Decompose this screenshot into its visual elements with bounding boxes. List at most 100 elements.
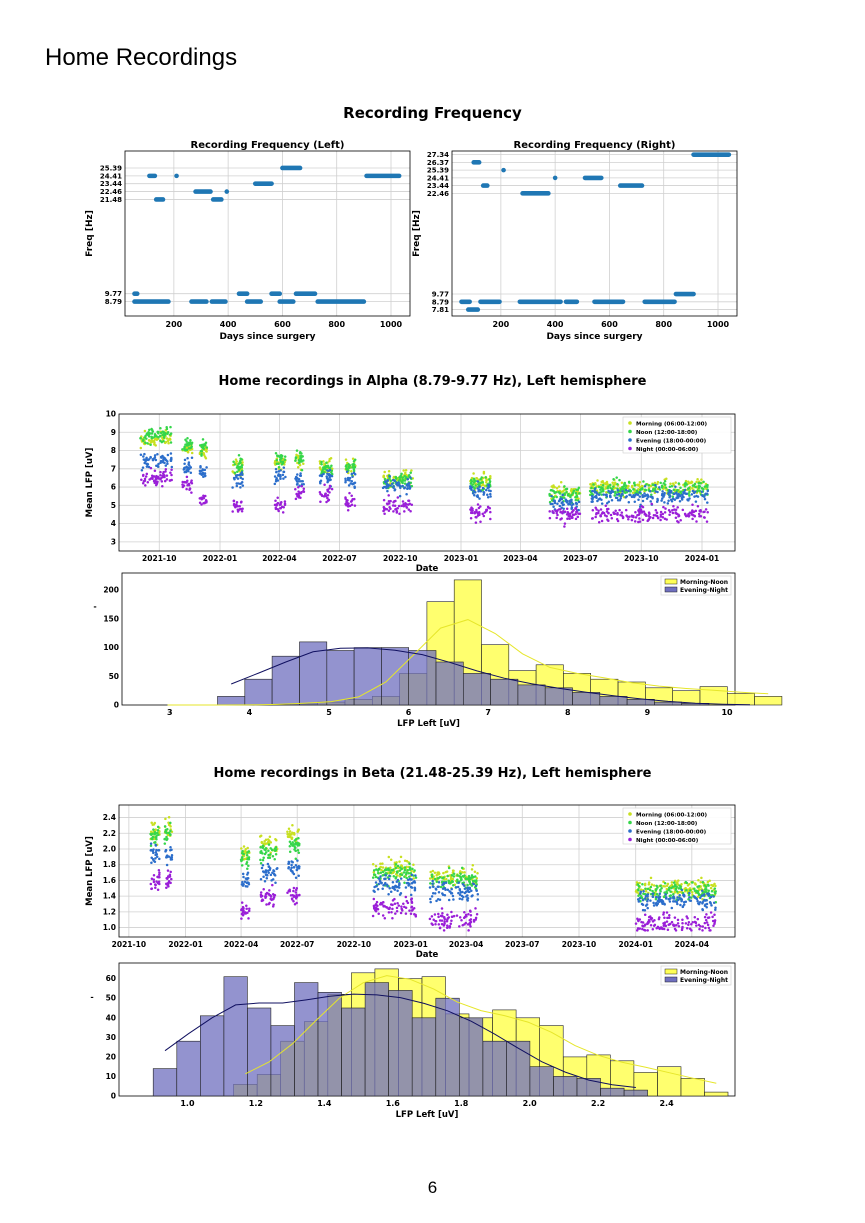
scatter-point [592, 483, 595, 486]
scatter-point [706, 483, 709, 487]
scatter-point [428, 917, 432, 921]
scatter-point [641, 883, 644, 886]
scatter-point [267, 865, 271, 868]
scatter-point [274, 848, 278, 852]
scatter-point [259, 877, 263, 881]
scatter-point [489, 474, 492, 478]
scatter-point [650, 502, 653, 506]
scatter-point [385, 507, 389, 511]
scatter-point [647, 518, 650, 522]
scatter-point [647, 881, 651, 884]
scatter-point [575, 495, 579, 499]
scatter-point [409, 885, 413, 889]
scatter-point [271, 905, 275, 908]
scatter-point [433, 871, 437, 874]
scatter-point [380, 868, 383, 872]
scatter-point [245, 854, 249, 857]
scatter-point [203, 501, 206, 505]
scatter-point [471, 864, 475, 867]
scatter-point [651, 927, 655, 931]
scatter-point [156, 831, 159, 835]
freq-point [224, 189, 230, 194]
scatter-point [319, 467, 322, 471]
scatter-point [245, 862, 248, 866]
scatter-point [597, 511, 600, 515]
scatter-point [706, 916, 710, 920]
scatter-point [682, 491, 686, 495]
scatter-point [169, 833, 172, 836]
scatter-point [624, 488, 628, 492]
scatter-point [148, 478, 151, 481]
scatter-point [670, 881, 674, 884]
scatter-point [627, 484, 630, 488]
scatter-point [403, 881, 406, 884]
scatter-point [446, 874, 449, 878]
scatter-point [696, 885, 699, 888]
scatter-point [246, 871, 250, 875]
scatter-point [481, 486, 485, 490]
scatter-point [290, 898, 294, 901]
scatter-point [709, 929, 712, 932]
scatter-point [184, 443, 187, 446]
scatter-point [565, 487, 569, 491]
y-tick-label: 21.48 [100, 196, 122, 204]
scatter-point [596, 479, 599, 482]
scatter-point [372, 904, 376, 908]
scatter-point [671, 511, 675, 515]
scatter-point [676, 918, 680, 922]
legend-label: Noon (12:00-18:00) [636, 821, 698, 827]
scatter-point [329, 466, 332, 470]
scatter-point [205, 466, 208, 469]
scatter-point [682, 903, 686, 906]
scatter-point [672, 881, 676, 884]
y-tick-label: 8.79 [105, 298, 122, 306]
scatter-point [385, 883, 389, 886]
scatter-point [482, 470, 486, 474]
y-tick-label: 3 [111, 537, 116, 546]
scatter-point [679, 518, 682, 522]
scatter-point [702, 510, 705, 514]
scatter-point [148, 428, 151, 432]
scatter-point [697, 892, 700, 895]
scatter-point [650, 883, 654, 886]
scatter-point [398, 883, 401, 886]
scatter-point [699, 510, 702, 513]
scatter-point [643, 492, 646, 495]
scatter-point [705, 902, 709, 906]
x-axis-label: Date [416, 950, 439, 960]
scatter-point [627, 500, 631, 504]
scatter-point [389, 484, 392, 487]
scatter-point [660, 886, 663, 890]
scatter-point [438, 919, 442, 922]
y-tick-label: 25.39 [100, 164, 122, 172]
scatter-point [563, 493, 566, 497]
scatter-point [458, 916, 462, 919]
scatter-point [320, 493, 323, 497]
scatter-point [551, 502, 554, 506]
scatter-point [381, 887, 384, 890]
scatter-point [198, 469, 202, 473]
x-tick-label: 1000 [380, 320, 403, 329]
scatter-point [390, 482, 394, 485]
scatter-point [323, 465, 327, 469]
scatter-point [289, 835, 292, 839]
scatter-point [274, 881, 277, 885]
scatter-point [236, 474, 239, 477]
scatter-point [240, 901, 244, 904]
scatter-point [609, 491, 613, 495]
scatter-point [350, 503, 354, 506]
scatter-point [624, 491, 627, 495]
scatter-point [406, 478, 409, 481]
x-tick-label: 1.2 [249, 1099, 263, 1108]
scatter-point [469, 485, 472, 488]
scatter-point [153, 833, 156, 836]
scatter-point [288, 833, 291, 836]
scatter-point [692, 895, 696, 898]
scatter-point [460, 898, 464, 901]
legend-label: Morning (06:00-12:00) [636, 813, 707, 819]
scatter-point [294, 891, 298, 894]
scatter-point [578, 512, 582, 516]
scatter-point [696, 504, 700, 508]
scatter-point [461, 871, 464, 874]
scatter-point [391, 886, 394, 890]
